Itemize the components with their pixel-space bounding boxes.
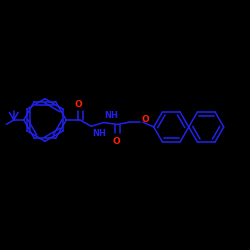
Text: NH: NH bbox=[104, 112, 118, 120]
Text: NH: NH bbox=[92, 129, 106, 138]
Text: O: O bbox=[75, 100, 82, 109]
Text: O: O bbox=[141, 116, 149, 124]
Text: O: O bbox=[112, 137, 120, 146]
